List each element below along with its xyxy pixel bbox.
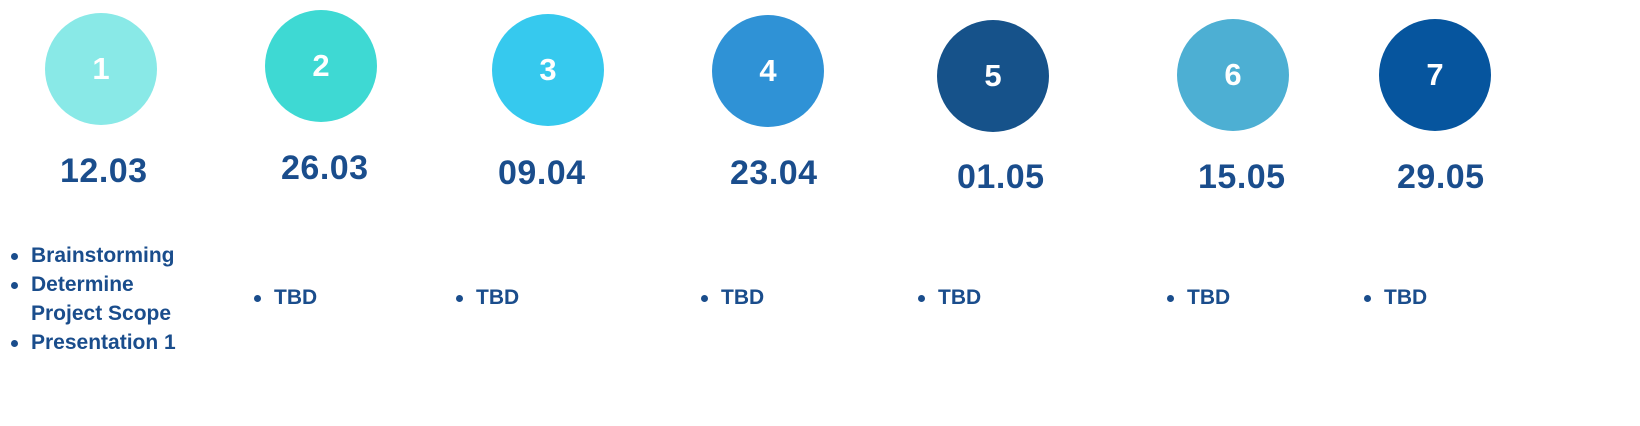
milestone-task-list: TBD (1360, 283, 1427, 312)
milestone-date: 09.04 (498, 154, 586, 192)
milestone-number-circle: 5 (937, 20, 1049, 132)
milestone-number: 3 (539, 52, 557, 87)
milestone-number: 4 (759, 53, 777, 88)
milestone-number-circle: 1 (45, 13, 157, 125)
milestone-number: 7 (1426, 57, 1444, 92)
milestone-task-list: TBD (1163, 283, 1230, 312)
milestone-number-circle: 4 (712, 15, 824, 127)
milestone-number: 6 (1224, 57, 1242, 92)
task-item: TBD (1360, 283, 1427, 312)
milestone-number: 2 (312, 48, 330, 83)
milestone-number: 1 (92, 51, 110, 86)
task-item: TBD (697, 283, 764, 312)
task-item: TBD (1163, 283, 1230, 312)
milestone-date: 23.04 (730, 154, 818, 192)
milestone-5: 5 01.05 TBD (0, 0, 1049, 426)
milestone-date: 15.05 (1198, 158, 1286, 196)
milestone-number-circle: 3 (492, 14, 604, 126)
milestone-task-list: Brainstorming Determine Project Scope Pr… (7, 241, 176, 357)
milestone-4: 4 23.04 TBD (0, 0, 824, 426)
task-item: Brainstorming (7, 241, 176, 270)
milestone-task-list: TBD (452, 283, 519, 312)
milestone-7: 7 29.05 TBD (0, 0, 1491, 426)
milestone-task-list: TBD (914, 283, 981, 312)
milestone-number: 5 (984, 58, 1002, 93)
task-item: TBD (452, 283, 519, 312)
milestone-1: 1 12.03 Brainstorming Determine Project … (0, 0, 200, 426)
milestone-date: 12.03 (60, 152, 148, 190)
milestone-date: 29.05 (1397, 158, 1485, 196)
milestone-task-list: TBD (250, 283, 317, 312)
milestone-task-list: TBD (697, 283, 764, 312)
milestone-3: 3 09.04 TBD (0, 0, 604, 426)
milestone-number-circle: 6 (1177, 19, 1289, 131)
task-item: TBD (914, 283, 981, 312)
milestone-6: 6 15.05 TBD (0, 0, 1289, 426)
milestone-number-circle: 7 (1379, 19, 1491, 131)
milestone-date: 01.05 (957, 158, 1045, 196)
task-item: Presentation 1 (7, 328, 176, 357)
task-item: TBD (250, 283, 317, 312)
milestone-number-circle: 2 (265, 10, 377, 122)
milestone-2: 2 26.03 TBD (0, 0, 377, 426)
milestone-date: 26.03 (281, 149, 369, 187)
task-item: Determine Project Scope (7, 270, 176, 328)
